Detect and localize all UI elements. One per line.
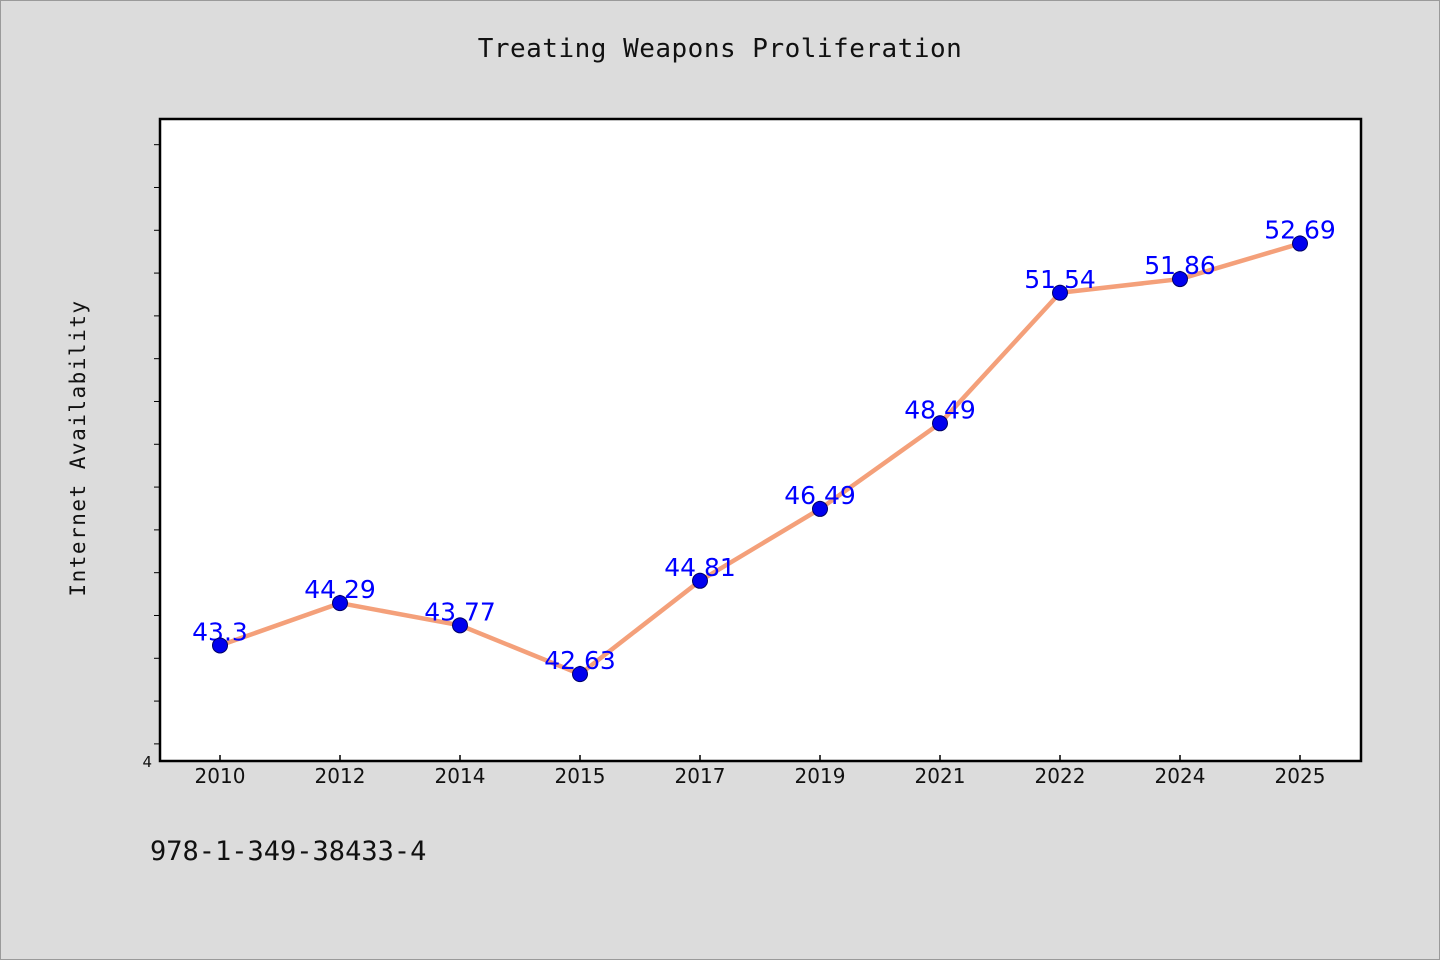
series-layer xyxy=(217,241,1303,677)
y-axis-ticks: 4 xyxy=(142,144,160,771)
x-tick-label: 2017 xyxy=(675,764,726,788)
data-point xyxy=(692,572,708,589)
data-point xyxy=(1292,235,1308,252)
data-point xyxy=(932,415,948,432)
data-point xyxy=(332,595,348,612)
x-tick-label: 2010 xyxy=(195,764,246,788)
x-tick-label: 2012 xyxy=(315,764,366,788)
chart-title: Treating Weapons Proliferation xyxy=(477,34,963,64)
x-tick-label: 2019 xyxy=(795,764,846,788)
x-tick-label: 2014 xyxy=(435,764,486,788)
data-point xyxy=(212,637,228,654)
x-tick-label: 2025 xyxy=(1275,764,1326,788)
data-point xyxy=(572,666,588,683)
y-tick-label: 4 xyxy=(142,753,152,771)
data-point xyxy=(812,500,828,517)
data-point xyxy=(1052,284,1068,301)
x-tick-label: 2022 xyxy=(1035,764,1086,788)
plot-area xyxy=(158,117,1363,763)
data-point xyxy=(1172,271,1188,288)
data-point xyxy=(452,617,468,634)
x-tick-label: 2015 xyxy=(555,764,606,788)
x-tick-label: 2021 xyxy=(915,764,966,788)
series-line xyxy=(217,241,1303,677)
x-axis: 2010 2012 2014 2015 2017 2019 2021 2022 2024 2025 xyxy=(195,755,1326,788)
isbn-code: 978-1-349-38433-4 xyxy=(150,836,427,867)
x-tick-label: 2024 xyxy=(1155,764,1206,788)
